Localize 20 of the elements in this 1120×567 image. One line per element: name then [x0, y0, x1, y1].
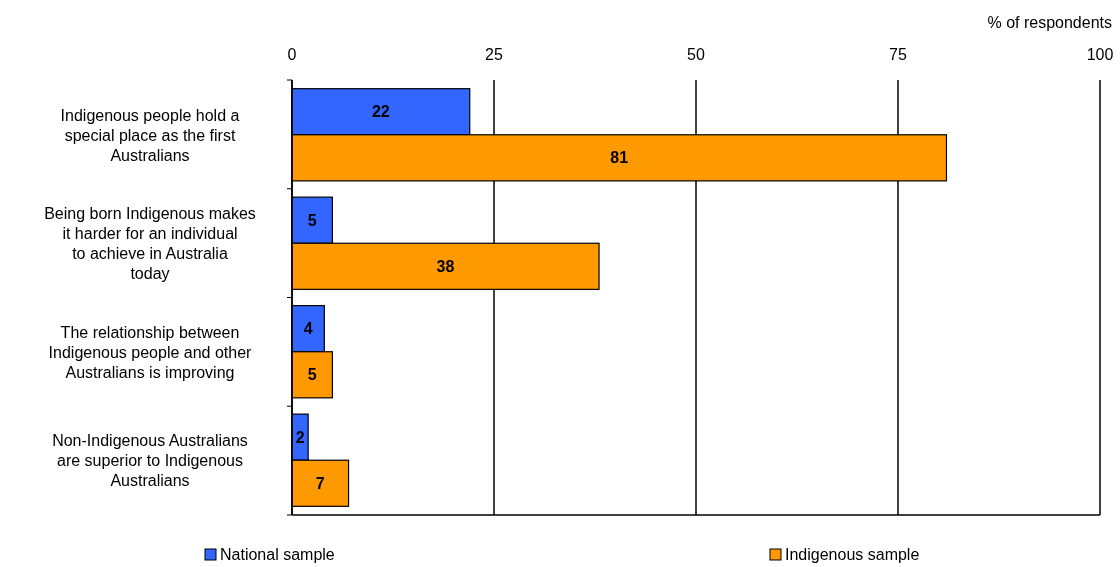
data-label: 4	[303, 320, 313, 338]
y-tick-label: Indigenous people hold a special place as the first Australians	[60, 106, 240, 164]
data-label: 5	[307, 366, 317, 384]
y-tick-label: The relationship between Indigenous people and other Australians is improving	[48, 323, 253, 381]
data-label: 81	[610, 149, 629, 167]
x-tick-label: 100	[1086, 46, 1114, 63]
y-tick-label: Being born Indigenous makes it harder for an individual to achieve in Australia today	[44, 205, 256, 283]
data-label: 38	[436, 257, 455, 275]
data-label: 2	[295, 428, 305, 446]
legend-label: Indigenous sample	[785, 546, 920, 563]
data-label: 22	[371, 103, 390, 121]
x-tick-label: 0	[287, 46, 297, 63]
data-label: 7	[315, 474, 325, 492]
x-tick-label: 50	[687, 46, 705, 63]
legend-label: National sample	[220, 546, 335, 563]
y-tick-label: Non-Indigenous Australians are superior to Indigenous Australians	[52, 432, 248, 490]
x-axis-title: % of respondents	[987, 14, 1112, 31]
x-tick-label: 75	[889, 46, 907, 63]
x-tick-label: 25	[485, 46, 503, 63]
data-label: 5	[307, 211, 317, 229]
